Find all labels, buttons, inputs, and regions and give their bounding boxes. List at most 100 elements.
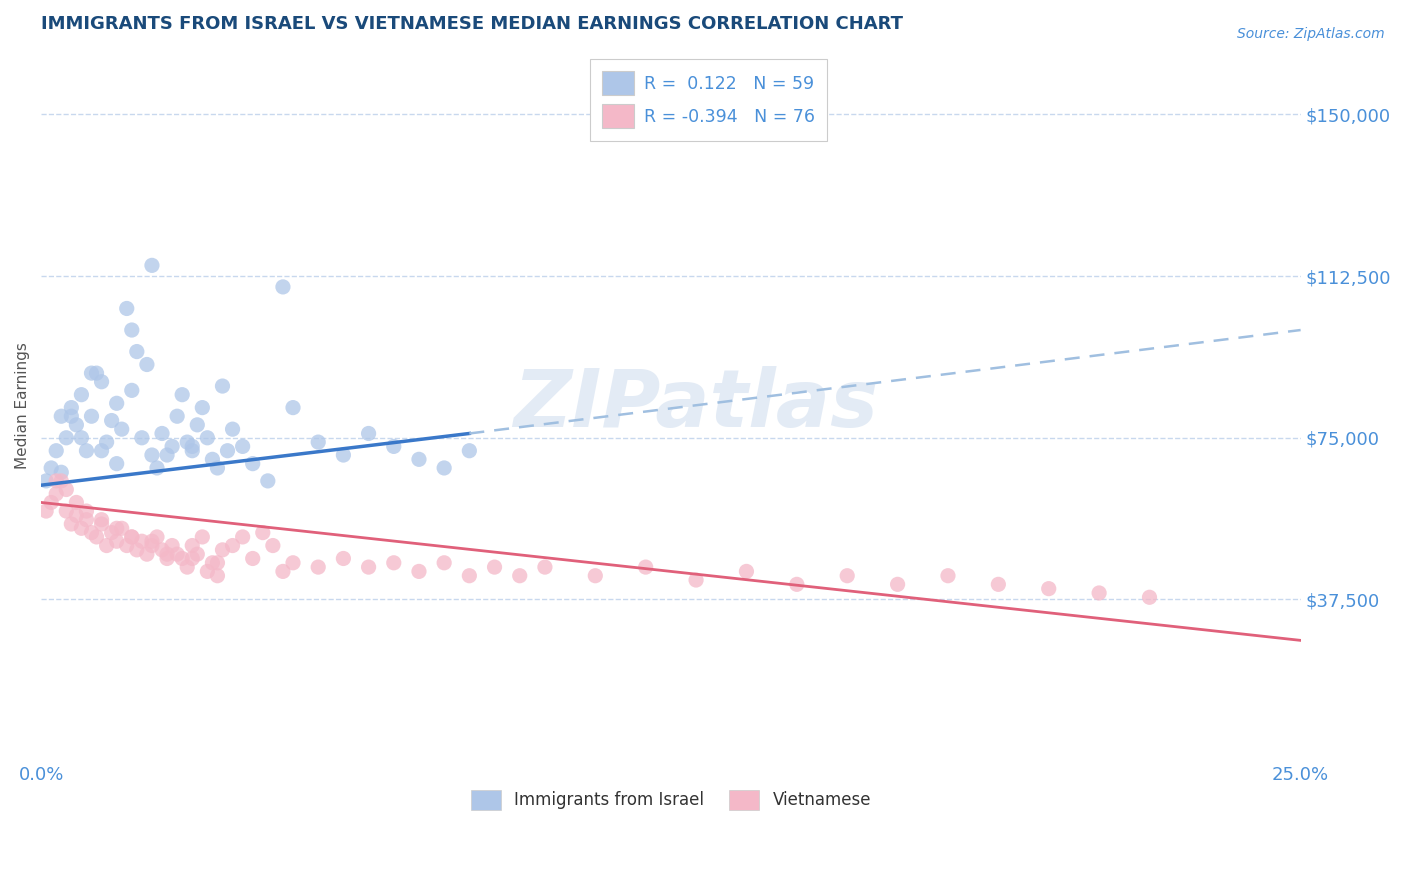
Point bbox=[458, 443, 481, 458]
Point bbox=[181, 443, 204, 458]
Point bbox=[281, 556, 304, 570]
Point bbox=[408, 452, 430, 467]
Text: Source: ZipAtlas.com: Source: ZipAtlas.com bbox=[1237, 27, 1385, 41]
Point bbox=[90, 375, 112, 389]
Point bbox=[232, 530, 254, 544]
Point bbox=[382, 439, 405, 453]
Point bbox=[509, 568, 531, 582]
Point bbox=[51, 474, 73, 488]
Point bbox=[75, 504, 97, 518]
Point bbox=[150, 426, 173, 441]
Point bbox=[111, 521, 134, 535]
Point bbox=[232, 439, 254, 453]
Point bbox=[458, 568, 481, 582]
Point bbox=[60, 409, 83, 424]
Point bbox=[583, 568, 606, 582]
Point bbox=[115, 301, 138, 316]
Point bbox=[252, 525, 274, 540]
Point bbox=[135, 547, 157, 561]
Point bbox=[166, 409, 188, 424]
Point bbox=[211, 379, 233, 393]
Point bbox=[256, 474, 278, 488]
Point bbox=[121, 384, 143, 398]
Point bbox=[186, 547, 208, 561]
Point bbox=[1088, 586, 1111, 600]
Point bbox=[176, 560, 198, 574]
Point bbox=[135, 358, 157, 372]
Point bbox=[357, 426, 380, 441]
Point bbox=[181, 439, 204, 453]
Point bbox=[75, 443, 97, 458]
Point bbox=[433, 461, 456, 475]
Point bbox=[886, 577, 908, 591]
Point bbox=[281, 401, 304, 415]
Point bbox=[307, 435, 329, 450]
Point bbox=[35, 474, 58, 488]
Point bbox=[150, 542, 173, 557]
Point bbox=[685, 573, 707, 587]
Point bbox=[60, 516, 83, 531]
Point bbox=[141, 534, 163, 549]
Point bbox=[242, 551, 264, 566]
Point bbox=[90, 443, 112, 458]
Point bbox=[271, 280, 294, 294]
Point bbox=[146, 530, 169, 544]
Point bbox=[90, 516, 112, 531]
Point bbox=[70, 431, 93, 445]
Point bbox=[45, 474, 67, 488]
Point bbox=[141, 448, 163, 462]
Point bbox=[86, 366, 108, 380]
Point bbox=[156, 448, 179, 462]
Point bbox=[125, 344, 148, 359]
Point bbox=[207, 556, 229, 570]
Point bbox=[45, 443, 67, 458]
Point bbox=[60, 401, 83, 415]
Text: IMMIGRANTS FROM ISRAEL VS VIETNAMESE MEDIAN EARNINGS CORRELATION CHART: IMMIGRANTS FROM ISRAEL VS VIETNAMESE MED… bbox=[41, 15, 903, 33]
Point bbox=[332, 551, 354, 566]
Point bbox=[357, 560, 380, 574]
Point bbox=[80, 409, 103, 424]
Point bbox=[207, 568, 229, 582]
Point bbox=[146, 461, 169, 475]
Point bbox=[51, 409, 73, 424]
Point bbox=[131, 534, 153, 549]
Legend: Immigrants from Israel, Vietnamese: Immigrants from Israel, Vietnamese bbox=[464, 783, 877, 817]
Point bbox=[121, 530, 143, 544]
Point bbox=[100, 413, 122, 427]
Point bbox=[786, 577, 808, 591]
Point bbox=[55, 483, 77, 497]
Point bbox=[307, 560, 329, 574]
Y-axis label: Median Earnings: Median Earnings bbox=[15, 342, 30, 469]
Point bbox=[181, 539, 204, 553]
Point bbox=[121, 323, 143, 337]
Point bbox=[176, 435, 198, 450]
Point bbox=[408, 565, 430, 579]
Point bbox=[131, 431, 153, 445]
Point bbox=[35, 504, 58, 518]
Point bbox=[141, 258, 163, 272]
Point bbox=[195, 565, 218, 579]
Point bbox=[96, 539, 118, 553]
Point bbox=[51, 465, 73, 479]
Point bbox=[221, 422, 243, 436]
Point bbox=[211, 542, 233, 557]
Point bbox=[271, 565, 294, 579]
Point bbox=[45, 487, 67, 501]
Point bbox=[735, 565, 758, 579]
Point bbox=[141, 539, 163, 553]
Point bbox=[100, 525, 122, 540]
Point bbox=[160, 439, 183, 453]
Point bbox=[115, 539, 138, 553]
Point bbox=[55, 431, 77, 445]
Point bbox=[936, 568, 959, 582]
Point bbox=[534, 560, 557, 574]
Point bbox=[1139, 591, 1161, 605]
Point bbox=[105, 521, 128, 535]
Point bbox=[105, 396, 128, 410]
Point bbox=[262, 539, 284, 553]
Point bbox=[332, 448, 354, 462]
Point bbox=[221, 539, 243, 553]
Point bbox=[217, 443, 239, 458]
Point bbox=[172, 387, 194, 401]
Point bbox=[39, 495, 62, 509]
